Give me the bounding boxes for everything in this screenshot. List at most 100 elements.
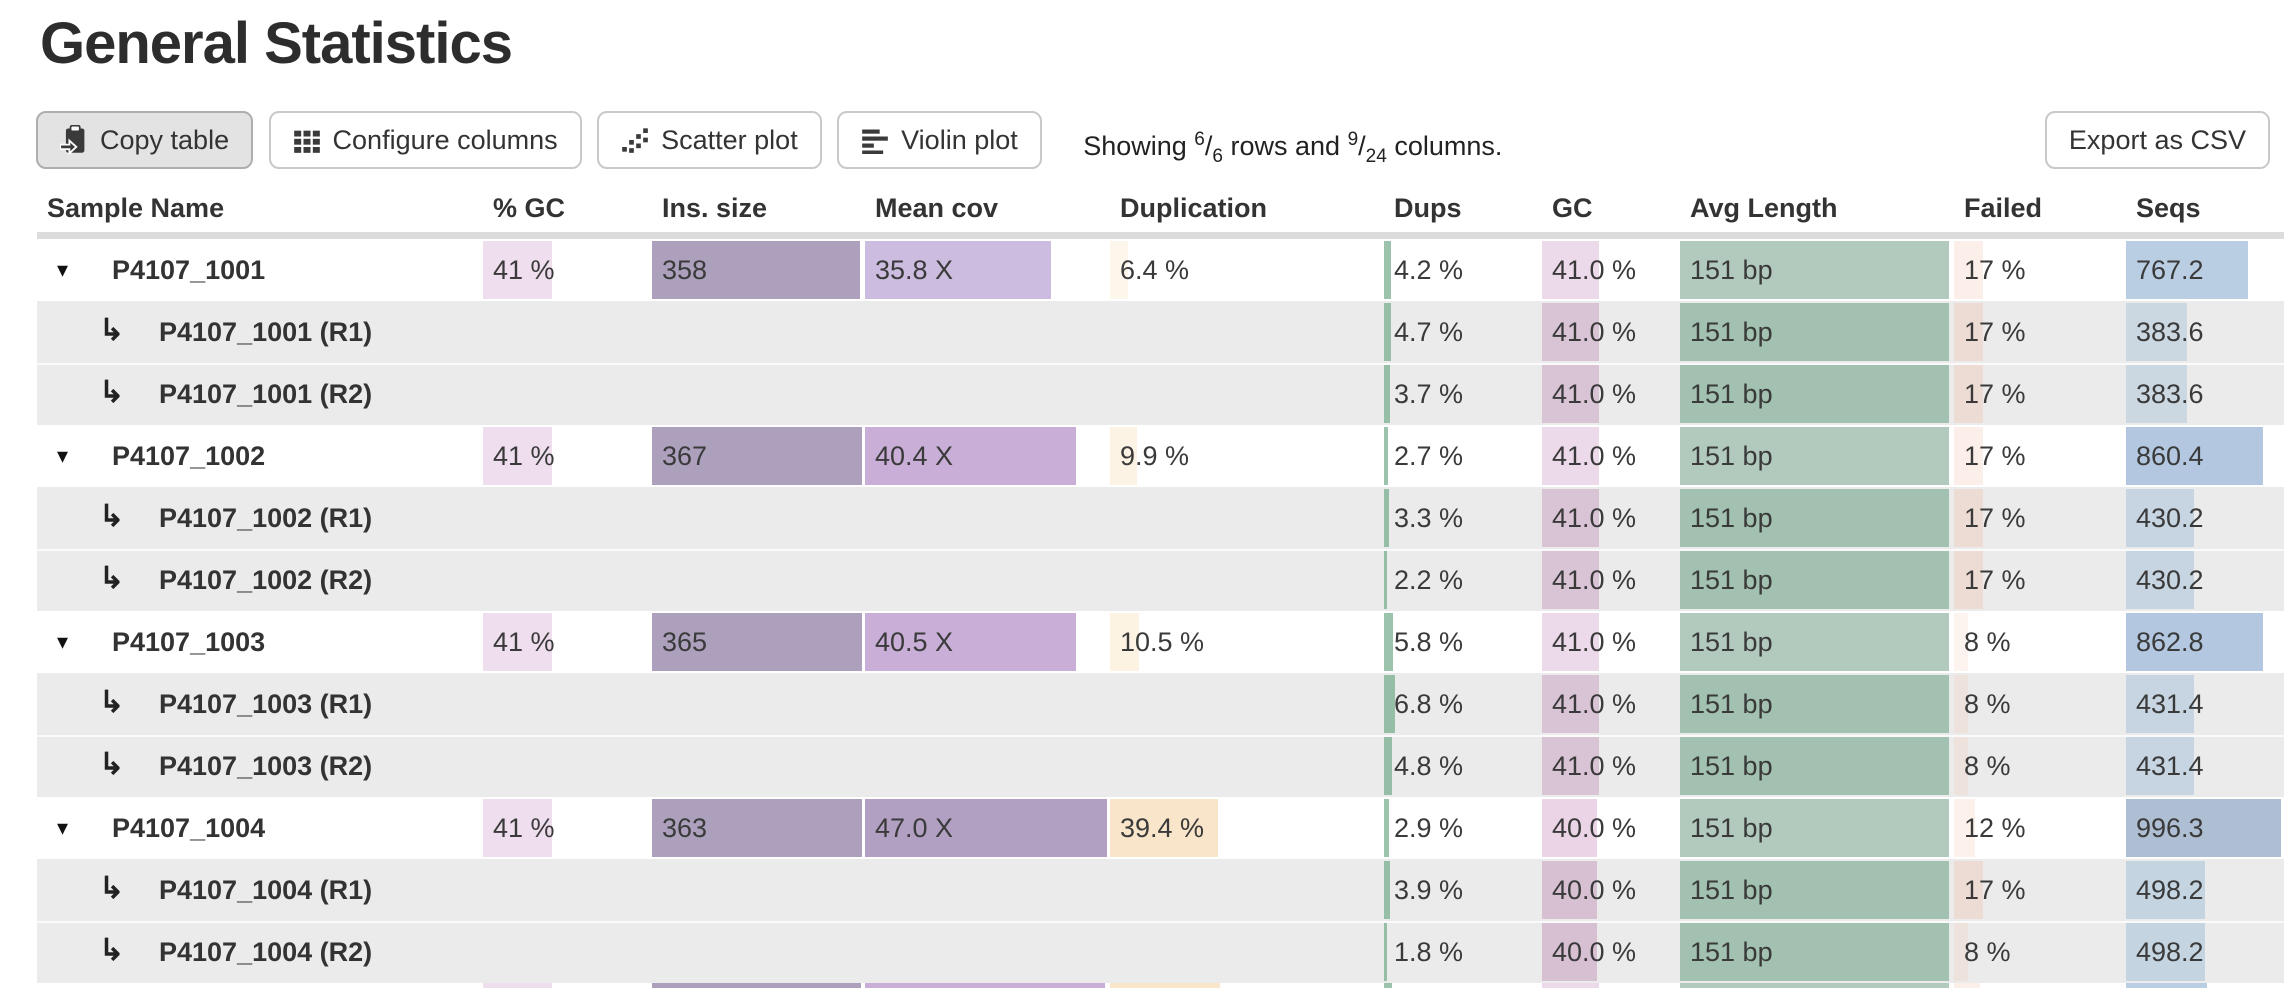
expand-caret-icon[interactable]: ▾ (57, 257, 69, 282)
sample-name[interactable]: P4107_1004 (R2) (159, 937, 373, 967)
table-row[interactable]: ↳ P4107_1004 (R2) 1.8 % 40.0 % 151 bp 8 % 498.… (37, 921, 2284, 983)
configure-columns-button[interactable]: Configure columns (268, 111, 582, 169)
data-cell-failed: 17 % (1954, 549, 2126, 611)
sample-name[interactable]: P4107_1001 (R2) (159, 379, 373, 409)
data-cell-sample[interactable]: ↳ P4107_1001 (R2) (37, 363, 483, 425)
cell-value: 8 % (1964, 627, 2011, 657)
header-cell-ins_size[interactable]: Ins. size (662, 193, 768, 223)
sample-name[interactable]: P4107_1002 (R2) (159, 565, 373, 595)
data-bar (1542, 923, 1597, 981)
data-cell-gc: 41.0 % (1542, 425, 1680, 487)
expand-caret-icon[interactable]: ▾ (57, 443, 69, 468)
data-cell-avg_length: 151 bp (1680, 425, 1954, 487)
data-cell-sample[interactable]: ↳ P4107_1003 (R2) (37, 735, 483, 797)
table-row[interactable]: ↳ P4107_1003 (R1) 6.8 % 41.0 % 151 bp 8 % 431.… (37, 673, 2284, 735)
showing-summary: Showing 6/6 rows and 9/24 columns. (1083, 129, 1503, 167)
table-row[interactable]: ▾ P4107_1002 41 % 367 40.4 X 9.9 % 2.7 % 41.0 %… (37, 425, 2284, 487)
cell-value: 40.4 X (875, 441, 954, 471)
cell-value: 17 % (1964, 441, 2026, 471)
sample-name[interactable]: P4107_1002 (R1) (159, 503, 373, 533)
header-cell-duplication[interactable]: Duplication (1120, 193, 1267, 223)
data-cell-sample[interactable]: ▾ P4107_1002 (37, 425, 483, 487)
expand-caret-icon[interactable]: ▾ (57, 629, 69, 654)
cell-value: 4.7 % (1394, 317, 1464, 347)
header-cell-gc[interactable]: GC (1552, 193, 1593, 223)
data-bar (1384, 551, 1387, 609)
data-cell-avg_length: 151 bp (1680, 735, 1954, 797)
data-cell-sample[interactable]: ↳ P4107_1002 (R1) (37, 487, 483, 549)
export-csv-label: Export as CSV (2068, 124, 2246, 155)
table-row[interactable]: ↳ P4107_1004 (R1) 3.9 % 40.0 % 151 bp 17 % 498… (37, 859, 2284, 921)
table-row[interactable]: ↳ P4107_1003 (R2) 4.8 % 41.0 % 151 bp 8 % 431.… (37, 735, 2284, 797)
expand-caret-icon[interactable]: ▾ (57, 815, 69, 840)
cell-value: 41.0 % (1552, 565, 1637, 595)
data-bar (1110, 427, 1137, 485)
header-cell-sample[interactable]: Sample Name (47, 193, 225, 223)
table-row[interactable]: ↳ P4107_1002 (R2) 2.2 % 41.0 % 151 bp 17 % 430… (37, 549, 2284, 611)
data-cell-ins_size: 358 (652, 239, 865, 301)
data-cell-sample[interactable]: ↳ P4107_1004 (R2) (37, 921, 483, 983)
header-cell-gc_pct[interactable]: % GC (493, 193, 566, 223)
cell-value: 3.3 % (1394, 503, 1464, 533)
cell-value: 151 bp (1690, 875, 1773, 905)
data-cell-gc: 40.0 % (1542, 797, 1680, 859)
table-row[interactable]: ↳ P4107_1001 (R2) 3.7 % 41.0 % 151 bp 17 % 383… (37, 363, 2284, 425)
cell-value: 17 % (1964, 255, 2026, 285)
data-cell-seqs: 498.2 (2126, 921, 2284, 983)
export-csv-button[interactable]: Export as CSV (2044, 111, 2270, 169)
general-stats-table: ▾ P4107_1001 41 % 358 35.8 X 6.4 % 4.2 % 41.0 %… (37, 239, 2284, 988)
sample-name[interactable]: P4107_1002 (112, 441, 266, 471)
header-cell-dups[interactable]: Dups (1394, 193, 1462, 223)
data-cell-failed: 8 % (1954, 673, 2126, 735)
data-bar (1680, 613, 1949, 671)
data-bar (865, 799, 1107, 857)
data-cell-sample[interactable]: ▾ P4107_1004 (37, 797, 483, 859)
header-cell-mean_cov[interactable]: Mean cov (875, 193, 999, 223)
data-cell-sample[interactable]: ▾ P4107_1003 (37, 611, 483, 673)
data-cell-sample[interactable]: ↳ P4107_1001 (R1) (37, 301, 483, 363)
cell-value: 358 (662, 255, 708, 285)
data-bar (2126, 365, 2187, 423)
sample-name[interactable]: P4107_1001 (R1) (159, 317, 373, 347)
table-row[interactable]: ↳ P4107_1001 (R1) 4.7 % 41.0 % 151 bp 17 % 383… (37, 301, 2284, 363)
data-cell-sample[interactable]: ▾ P4107_1001 (37, 239, 483, 301)
table-row[interactable]: ▾ P4107_1004 41 % 363 47.0 X 39.4 % 2.9 % 40.0 … (37, 797, 2284, 859)
scatter-icon (621, 126, 649, 154)
data-bar (1384, 675, 1395, 733)
data-cell-duplication: 9.9 % (1110, 425, 1384, 487)
data-bar (1384, 923, 1387, 981)
data-bar (1384, 737, 1392, 795)
sample-name[interactable]: P4107_1004 (112, 813, 266, 843)
data-cell-avg_length: 151 bp (1680, 859, 1954, 921)
data-bar (1542, 799, 1597, 857)
cell-value: 8 % (1964, 937, 2011, 967)
data-cell-sample[interactable]: ↳ P4107_1003 (R1) (37, 673, 483, 735)
table-row[interactable]: ▾ P4107_1001 41 % 358 35.8 X 6.4 % 4.2 % 41.0 %… (37, 239, 2284, 301)
table-row[interactable]: ↳ P4107_1002 (R1) 3.3 % 41.0 % 151 bp 17 % 430… (37, 487, 2284, 549)
sample-name[interactable]: P4107_1004 (R1) (159, 875, 373, 905)
data-cell-sample[interactable]: ↳ P4107_1002 (R2) (37, 549, 483, 611)
sample-name[interactable]: P4107_1003 (R2) (159, 751, 373, 781)
data-bar (2126, 489, 2194, 547)
header-cell-failed[interactable]: Failed (1964, 193, 2043, 223)
cell-value: 365 (662, 627, 708, 657)
header-cell-avg_length[interactable]: Avg Length (1690, 193, 1838, 223)
data-bar (1384, 613, 1393, 671)
data-cell-seqs: 430.2 (2126, 549, 2284, 611)
header-cell-seqs[interactable]: Seqs (2136, 193, 2201, 223)
grid-icon (293, 126, 321, 154)
cell-value: 6.4 % (1120, 255, 1190, 285)
sample-name[interactable]: P4107_1003 (R1) (159, 689, 373, 719)
table-row[interactable]: ▾ P4107_1003 41 % 365 40.5 X 10.5 % 5.8 % 41.0 … (37, 611, 2284, 673)
scatter-plot-button[interactable]: Scatter plot (597, 111, 822, 169)
violin-plot-button[interactable]: Violin plot (837, 111, 1042, 169)
cell-value: 151 bp (1690, 379, 1773, 409)
data-bar (1680, 303, 1949, 361)
data-cell-sample[interactable]: ↳ P4107_1004 (R1) (37, 859, 483, 921)
cell-value: 40.0 % (1552, 875, 1637, 905)
cell-value: 41 % (493, 627, 555, 657)
data-cell-avg_length: 151 bp (1680, 239, 1954, 301)
sample-name[interactable]: P4107_1001 (112, 255, 266, 285)
sample-name[interactable]: P4107_1003 (112, 627, 266, 657)
copy-table-button[interactable]: Copy table (36, 111, 254, 169)
